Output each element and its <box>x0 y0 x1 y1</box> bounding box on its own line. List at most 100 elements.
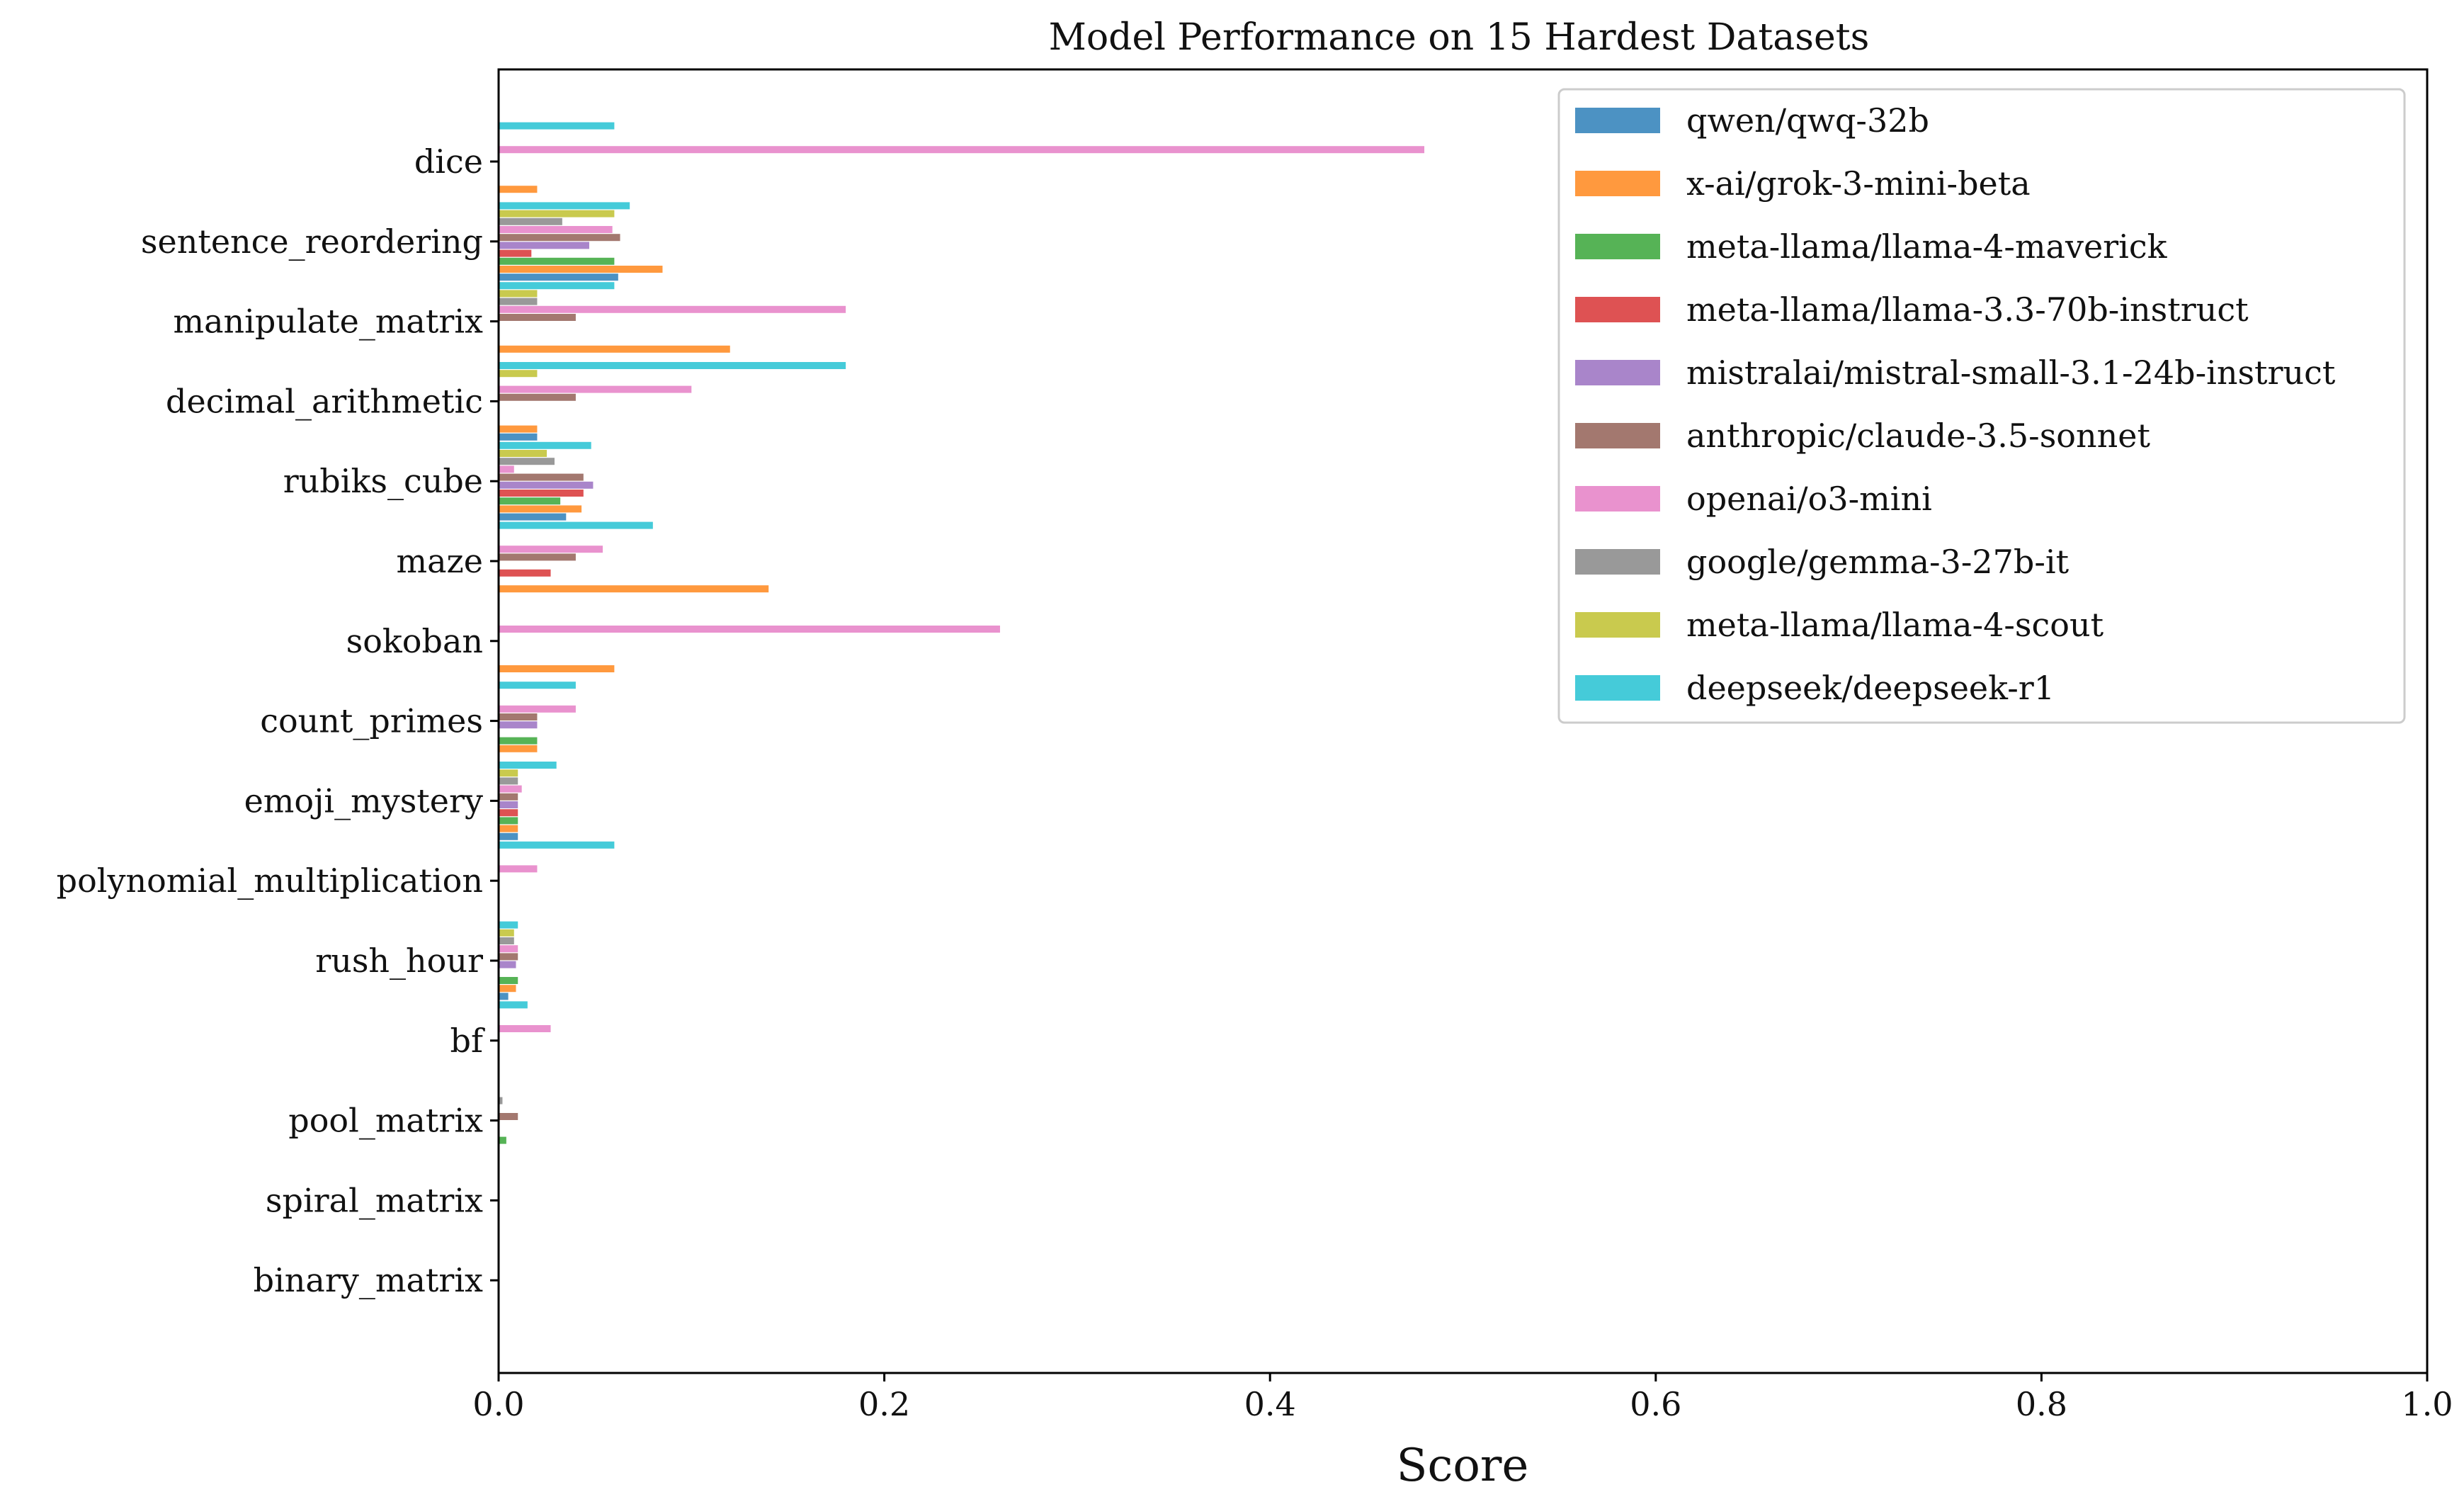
x-axis-title: Score <box>1397 1440 1529 1492</box>
legend-swatch <box>1575 297 1660 322</box>
y-tick-label: bf <box>450 1022 485 1060</box>
legend-label: mistralai/mistral-small-3.1-24b-instruct <box>1686 354 2336 392</box>
bar-bf-6 <box>499 1025 551 1032</box>
legend-label: openai/o3-mini <box>1686 480 1932 518</box>
bar-dice-9 <box>499 122 615 130</box>
legend-label: meta-llama/llama-4-scout <box>1686 606 2104 644</box>
bar-polynomial_multiplication-6 <box>499 865 538 873</box>
bar-rush_hour-7 <box>499 937 514 944</box>
bar-sentence_reordering-4 <box>499 242 589 249</box>
bar-count_primes-5 <box>499 713 538 720</box>
bar-sentence_reordering-7 <box>499 217 562 225</box>
y-tick-label: spiral_matrix <box>266 1181 483 1219</box>
bar-rubiks_cube-0 <box>499 513 567 521</box>
bar-emoji_mystery-3 <box>499 809 518 817</box>
bar-count_primes-6 <box>499 705 576 713</box>
bar-count_primes-9 <box>499 682 576 689</box>
bar-rush_hour-6 <box>499 945 518 953</box>
bar-emoji_mystery-7 <box>499 777 518 785</box>
legend-frame <box>1557 88 2406 724</box>
legend-label: meta-llama/llama-4-maverick <box>1686 227 2168 266</box>
y-tick-label: dice <box>414 142 483 181</box>
bar-emoji_mystery-8 <box>499 769 518 777</box>
bar-decimal_arithmetic-5 <box>499 393 576 401</box>
bar-polynomial_multiplication-9 <box>499 841 615 849</box>
legend-swatch <box>1575 675 1660 701</box>
bar-sentence_reordering-0 <box>499 273 618 281</box>
bar-manipulate_matrix-6 <box>499 305 846 313</box>
bar-emoji_mystery-1 <box>499 825 518 832</box>
bar-rubiks_cube-3 <box>499 490 584 497</box>
bar-manipulate_matrix-7 <box>499 298 538 305</box>
bar-emoji_mystery-0 <box>499 832 518 840</box>
bar-sentence_reordering-3 <box>499 249 532 257</box>
x-axis-ticks: 0.0 0.2 0.4 0.6 0.8 1.0 <box>472 1373 2453 1423</box>
bar-rush_hour-2 <box>499 977 518 984</box>
x-tick-label: 0.8 <box>2016 1385 2067 1423</box>
bar-rubiks_cube-8 <box>499 450 547 457</box>
bar-decimal_arithmetic-6 <box>499 385 692 393</box>
chart-title: Model Performance on 15 Hardest Datasets <box>1049 16 1870 59</box>
legend-swatch <box>1575 423 1660 448</box>
bar-emoji_mystery-4 <box>499 801 518 808</box>
bar-rubiks_cube-4 <box>499 481 594 489</box>
y-tick-label: maze <box>396 542 483 580</box>
bar-rush_hour-0 <box>499 993 509 1000</box>
y-tick-label: sentence_reordering <box>141 222 483 261</box>
bar-sentence_reordering-9 <box>499 202 630 210</box>
legend-label: x-ai/grok-3-mini-beta <box>1686 164 2031 203</box>
bar-maze-3 <box>499 569 551 577</box>
y-tick-label: rubiks_cube <box>283 462 483 500</box>
bar-maze-9 <box>499 521 653 529</box>
legend-swatch <box>1575 360 1660 385</box>
x-tick-label: 0.6 <box>1630 1385 1681 1423</box>
bar-rubiks_cube-7 <box>499 458 555 465</box>
bar-manipulate_matrix-8 <box>499 290 538 298</box>
bar-count_primes-2 <box>499 737 538 745</box>
bar-sentence_reordering-8 <box>499 210 615 217</box>
bar-manipulate_matrix-5 <box>499 314 576 321</box>
y-axis-ticks: dice sentence_reordering manipulate_matrix… <box>57 142 499 1299</box>
bar-rubiks_cube-5 <box>499 473 584 481</box>
x-tick-label: 0.0 <box>472 1385 524 1423</box>
y-tick-label: count_primes <box>260 702 483 740</box>
bar-rush_hour-9 <box>499 921 518 929</box>
bar-pool_matrix-2 <box>499 1136 506 1144</box>
bar-rush_hour-8 <box>499 929 514 937</box>
legend-swatch <box>1575 549 1660 575</box>
bar-sentence_reordering-6 <box>499 226 613 233</box>
x-tick-label: 1.0 <box>2401 1385 2453 1423</box>
y-tick-label: manipulate_matrix <box>174 303 484 341</box>
legend: qwen/qwq-32b x-ai/grok-3-mini-beta meta-ll… <box>1557 88 2406 724</box>
bar-sentence_reordering-5 <box>499 234 620 242</box>
bar-manipulate_matrix-1 <box>499 345 730 353</box>
y-tick-label: decimal_arithmetic <box>166 382 483 420</box>
bar-count_primes-4 <box>499 721 538 729</box>
bar-maze-5 <box>499 553 576 561</box>
bar-bf-9 <box>499 1001 528 1009</box>
y-tick-label: binary_matrix <box>254 1261 483 1299</box>
bar-sokoban-6 <box>499 626 1000 633</box>
x-tick-label: 0.4 <box>1244 1385 1296 1423</box>
legend-swatch <box>1575 171 1660 196</box>
bar-decimal_arithmetic-9 <box>499 362 846 369</box>
legend-label: deepseek/deepseek-r1 <box>1686 669 2055 707</box>
bar-sentence_reordering-1 <box>499 266 663 273</box>
bar-rush_hour-4 <box>499 961 516 968</box>
bar-manipulate_matrix-9 <box>499 282 615 290</box>
y-tick-label: rush_hour <box>315 942 483 980</box>
bar-decimal_arithmetic-0 <box>499 433 538 441</box>
bar-emoji_mystery-6 <box>499 785 522 793</box>
bar-sentence_reordering-2 <box>499 257 615 265</box>
bar-emoji_mystery-9 <box>499 762 557 769</box>
bar-dice-1 <box>499 186 538 193</box>
x-tick-label: 0.2 <box>858 1385 910 1423</box>
legend-swatch <box>1575 486 1660 512</box>
bar-count_primes-1 <box>499 745 538 752</box>
bar-emoji_mystery-2 <box>499 817 518 825</box>
bar-maze-1 <box>499 585 769 593</box>
legend-swatch <box>1575 612 1660 638</box>
legend-label: anthropic/claude-3.5-sonnet <box>1686 417 2150 455</box>
bar-sokoban-1 <box>499 665 615 672</box>
